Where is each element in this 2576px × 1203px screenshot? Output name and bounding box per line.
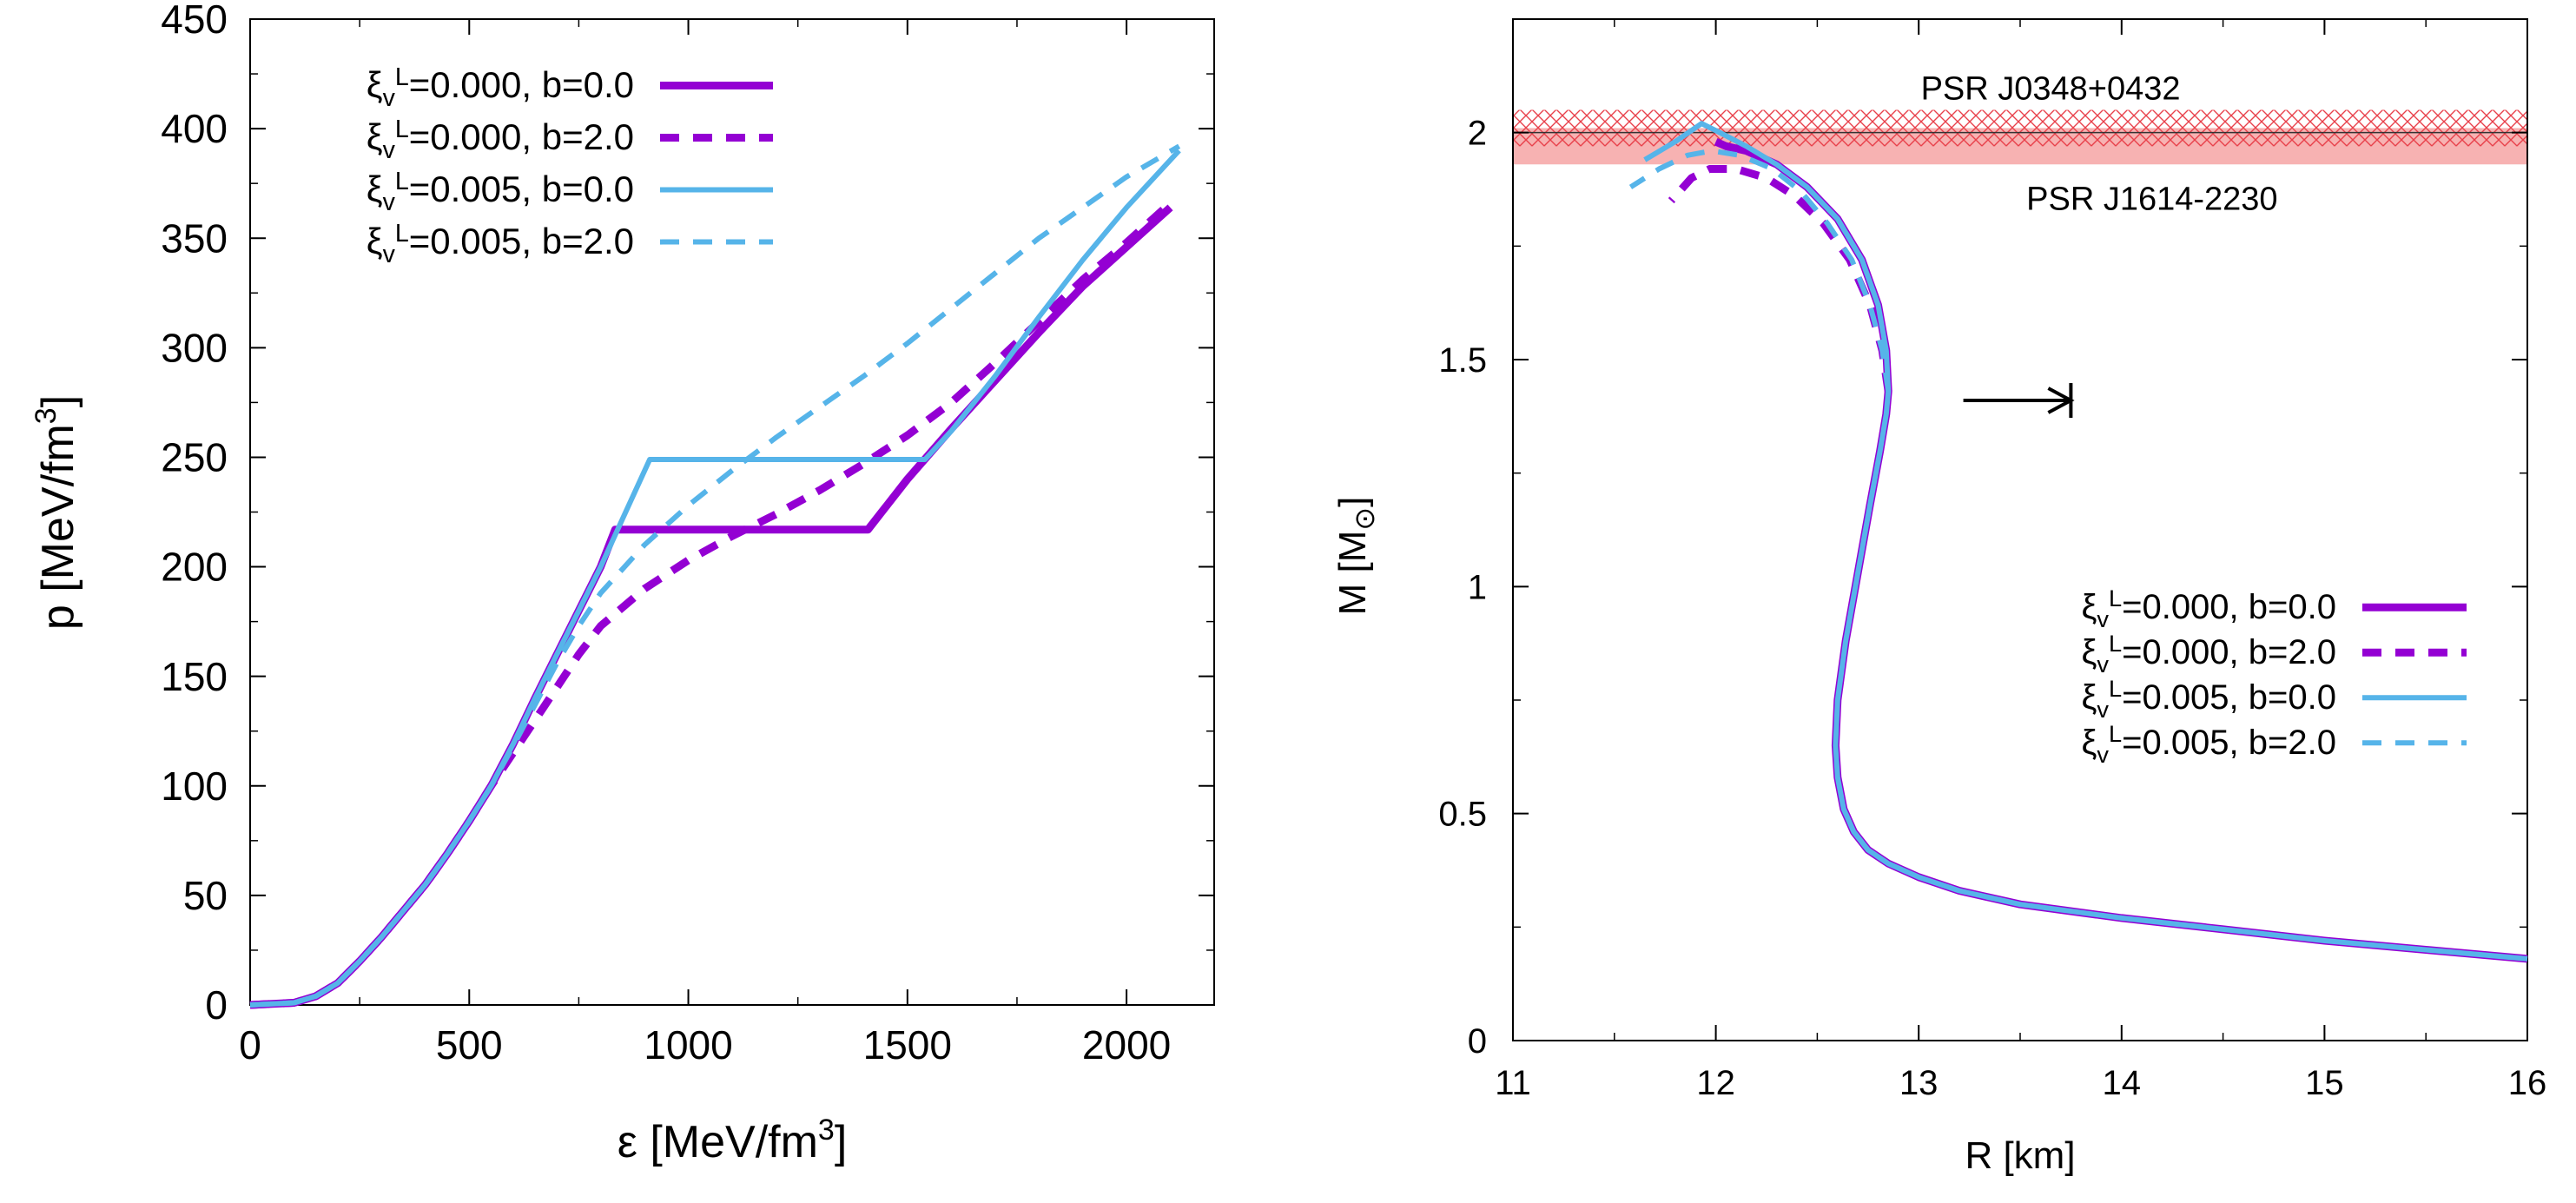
- legend-entry-label: ξvL=0.000, b=2.0: [367, 116, 634, 164]
- series-line-4: [249, 143, 1181, 1008]
- x-tick-label: 2000: [1082, 1022, 1171, 1067]
- mr-series: [1628, 121, 2528, 963]
- x-tick-label: 11: [1495, 1064, 1531, 1102]
- mr-pulsar-bands: PSR J0348+0432 PSR J1614-2230: [1513, 71, 2527, 217]
- y-tick-label: 1: [1468, 568, 1487, 606]
- eos-y-axis-label: p [MeV/fm3]: [30, 395, 83, 630]
- y-tick-label: 200: [161, 545, 228, 590]
- eos-x-axis-label: ε [MeV/fm3]: [618, 1114, 848, 1167]
- x-tick-label: 16: [2508, 1064, 2547, 1102]
- legend-entry-label: ξvL=0.005, b=2.0: [2081, 720, 2336, 768]
- pulsar-band-label: PSR J0348+0432: [1921, 71, 2181, 108]
- x-tick-label: 15: [2305, 1064, 2344, 1102]
- y-tick-label: 100: [161, 763, 228, 809]
- y-tick-label: 50: [183, 873, 228, 918]
- y-tick-label: 0: [1468, 1022, 1487, 1061]
- x-tick-label: 500: [436, 1022, 503, 1067]
- legend-entry-label: ξvL=0.005, b=0.0: [367, 168, 634, 216]
- y-tick-label: 0.5: [1438, 796, 1487, 834]
- y-tick-label: 0: [205, 982, 228, 1028]
- mr-arrow: [1963, 383, 2075, 419]
- y-tick-label: 150: [161, 654, 228, 699]
- pulsar-band-label: PSR J1614-2230: [2026, 181, 2277, 217]
- y-tick-label: 1.5: [1438, 341, 1487, 380]
- eos-panel: 0 500 1000 1500 2000 0 50 100 150 200 250 300 350 400…: [30, 0, 1215, 1167]
- series-line-4: [1628, 148, 1892, 393]
- eos-ticks: 0 500 1000 1500 2000 0 50 100 150 200 250 300 350 400…: [161, 0, 1214, 1067]
- series-line-1: [1714, 137, 2528, 963]
- mr-ticks: 11 12 13 14 15 16 0 0.5 1 1.5 2: [1438, 18, 2547, 1102]
- x-tick-label: 0: [239, 1022, 261, 1067]
- y-tick-label: 350: [161, 215, 228, 261]
- x-tick-label: 1000: [644, 1022, 732, 1067]
- legend-entry-label: ξvL=0.000, b=0.0: [2081, 585, 2336, 632]
- legend-entry-label: ξvL=0.000, b=2.0: [2081, 630, 2336, 678]
- y-tick-label: 2: [1468, 115, 1487, 153]
- y-tick-label: 250: [161, 435, 228, 480]
- x-tick-label: 14: [2103, 1064, 2142, 1102]
- series-line-3: [1643, 121, 2528, 962]
- x-tick-label: 1500: [863, 1022, 952, 1067]
- x-tick-label: 12: [1696, 1064, 1735, 1102]
- x-tick-label: 13: [1899, 1064, 1939, 1102]
- y-tick-label: 300: [161, 325, 228, 370]
- eos-series: [249, 143, 1181, 1009]
- series-line-3: [249, 149, 1181, 1008]
- mr-x-axis-label: R [km]: [1965, 1134, 2075, 1177]
- series-line-2: [1668, 165, 1892, 393]
- legend-entry-label: ξvL=0.000, b=0.0: [367, 63, 634, 112]
- mr-y-axis-label: M [M⊙]: [1331, 497, 1380, 616]
- pulsar-band-hatched: [1513, 109, 2527, 147]
- legend-entry-label: ξvL=0.005, b=2.0: [367, 220, 634, 268]
- mr-plot-frame: [1512, 18, 2528, 1041]
- legend-entry-label: ξvL=0.005, b=0.0: [2081, 675, 2336, 723]
- y-tick-label: 400: [161, 106, 228, 151]
- y-tick-label: 450: [161, 0, 228, 42]
